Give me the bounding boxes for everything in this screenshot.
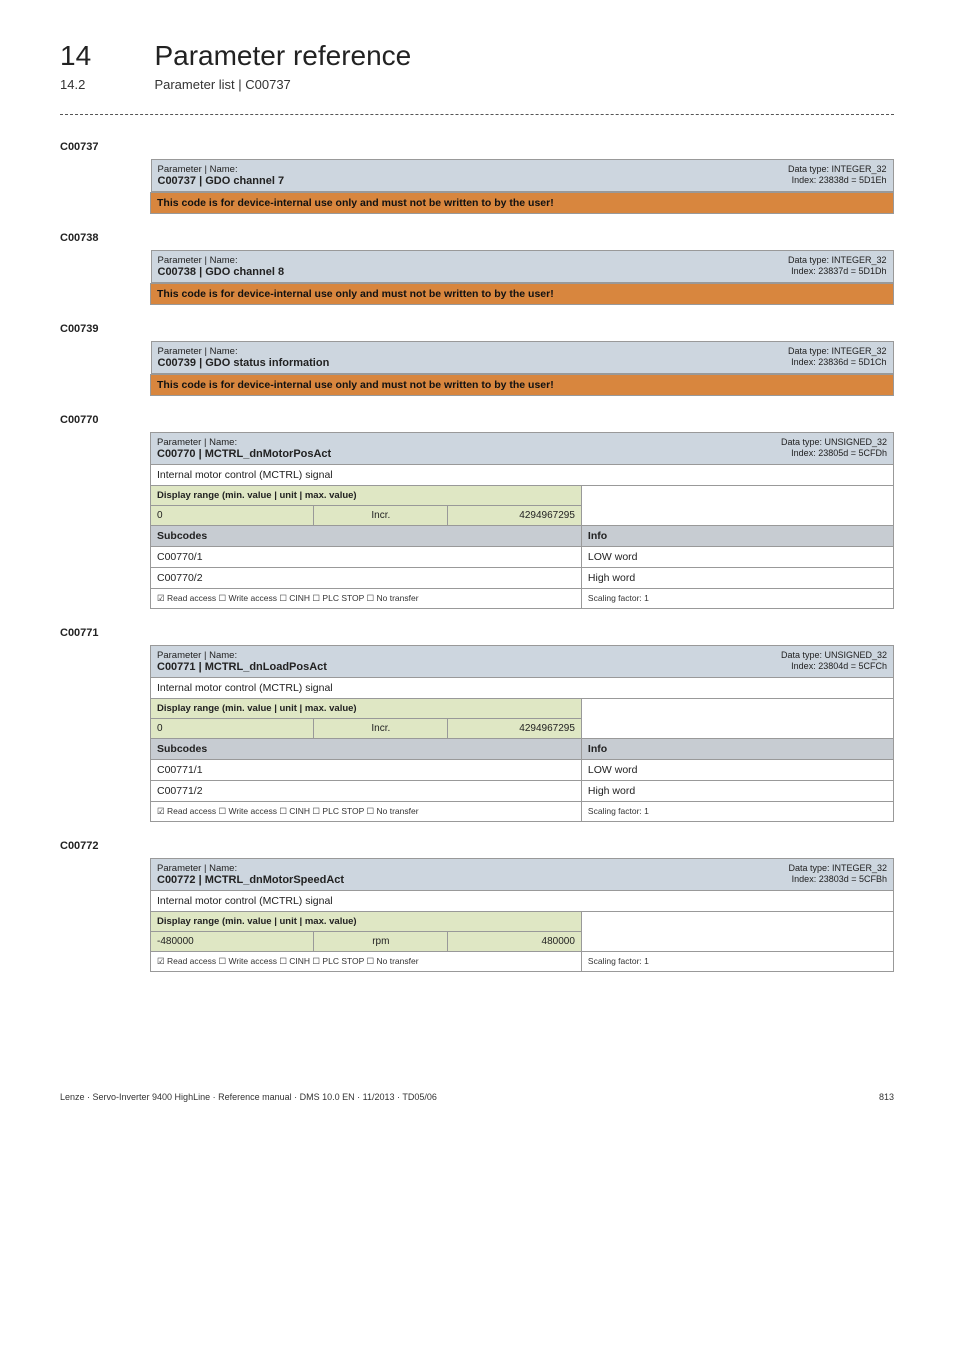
param-name-label: Parameter | Name: (157, 863, 237, 874)
description: Internal motor control (MCTRL) signal (151, 678, 894, 699)
subcode: C00770/2 (151, 568, 582, 589)
chapter-number: 14 (60, 40, 150, 72)
table-c00772: Parameter | Name: C00772 | MCTRL_dnMotor… (150, 858, 894, 972)
table-c00739: Parameter | Name: C00739 | GDO status in… (150, 341, 894, 396)
code-label-c00771: C00771 (60, 627, 894, 639)
table-row: C00771/1 LOW word (151, 760, 894, 781)
info-header: Info (581, 526, 893, 547)
divider (60, 114, 894, 115)
subcode-info: High word (581, 568, 893, 589)
index: Index: 23803d = 5CFBh (792, 874, 887, 884)
subcode-info: LOW word (581, 547, 893, 568)
chapter-title: Parameter reference (154, 40, 411, 71)
warning-text: This code is for device-internal use onl… (151, 284, 894, 305)
table-c00771: Parameter | Name: C00771 | MCTRL_dnLoadP… (150, 645, 894, 822)
warning-text: This code is for device-internal use onl… (151, 193, 894, 214)
description: Internal motor control (MCTRL) signal (151, 891, 894, 912)
datatype: Data type: UNSIGNED_32 (781, 650, 887, 660)
subcode: C00771/1 (151, 760, 582, 781)
param-name: C00737 | GDO channel 7 (158, 175, 285, 187)
range-max: 4294967295 (448, 506, 582, 526)
param-name-label: Parameter | Name: (158, 346, 238, 357)
datatype: Data type: INTEGER_32 (788, 863, 887, 873)
index: Index: 23837d = 5D1Dh (791, 266, 886, 276)
range-min: 0 (151, 719, 314, 739)
warning-text: This code is for device-internal use onl… (151, 375, 894, 396)
range-unit: rpm (314, 932, 448, 952)
section-title: Parameter list | C00737 (154, 77, 290, 92)
footer-left: Lenze · Servo-Inverter 9400 HighLine · R… (60, 1092, 437, 1102)
param-name: C00771 | MCTRL_dnLoadPosAct (157, 661, 327, 673)
datatype: Data type: UNSIGNED_32 (781, 437, 887, 447)
scaling-factor: Scaling factor: 1 (581, 802, 893, 822)
param-name-label: Parameter | Name: (157, 437, 237, 448)
access-flags: ☑ Read access ☐ Write access ☐ CINH ☐ PL… (151, 589, 582, 609)
param-name-label: Parameter | Name: (158, 164, 238, 175)
param-name-label: Parameter | Name: (157, 650, 237, 661)
code-label-c00737: C00737 (60, 141, 894, 153)
datatype: Data type: INTEGER_32 (788, 255, 887, 265)
datatype: Data type: INTEGER_32 (788, 346, 887, 356)
subcode-info: LOW word (581, 760, 893, 781)
subcode: C00770/1 (151, 547, 582, 568)
scaling-factor: Scaling factor: 1 (581, 952, 893, 972)
table-row: C00770/2 High word (151, 568, 894, 589)
table-row: C00770/1 LOW word (151, 547, 894, 568)
access-flags: ☑ Read access ☐ Write access ☐ CINH ☐ PL… (151, 802, 582, 822)
param-name: C00770 | MCTRL_dnMotorPosAct (157, 448, 331, 460)
range-unit: Incr. (314, 719, 448, 739)
index: Index: 23805d = 5CFDh (791, 448, 887, 458)
range-min: -480000 (151, 932, 314, 952)
param-name: C00772 | MCTRL_dnMotorSpeedAct (157, 874, 344, 886)
range-max: 480000 (448, 932, 582, 952)
page-header: 14 Parameter reference 14.2 Parameter li… (60, 40, 894, 94)
code-label-c00739: C00739 (60, 323, 894, 335)
subcodes-header: Subcodes (151, 739, 582, 760)
subcode: C00771/2 (151, 781, 582, 802)
range-label: Display range (min. value | unit | max. … (151, 699, 582, 719)
description: Internal motor control (MCTRL) signal (151, 465, 894, 486)
table-c00737: Parameter | Name: C00737 | GDO channel 7… (150, 159, 894, 214)
table-row: C00771/2 High word (151, 781, 894, 802)
index: Index: 23838d = 5D1Eh (792, 175, 887, 185)
range-unit: Incr. (314, 506, 448, 526)
table-c00770: Parameter | Name: C00770 | MCTRL_dnMotor… (150, 432, 894, 609)
range-min: 0 (151, 506, 314, 526)
datatype: Data type: INTEGER_32 (788, 164, 887, 174)
param-name: C00738 | GDO channel 8 (158, 266, 285, 278)
range-max: 4294967295 (448, 719, 582, 739)
table-c00738: Parameter | Name: C00738 | GDO channel 8… (150, 250, 894, 305)
code-label-c00772: C00772 (60, 840, 894, 852)
scaling-factor: Scaling factor: 1 (581, 589, 893, 609)
info-header: Info (581, 739, 893, 760)
param-name: C00739 | GDO status information (158, 357, 330, 369)
index: Index: 23836d = 5D1Ch (791, 357, 886, 367)
range-label: Display range (min. value | unit | max. … (151, 486, 582, 506)
footer-page-number: 813 (879, 1092, 894, 1102)
index: Index: 23804d = 5CFCh (791, 661, 887, 671)
range-label: Display range (min. value | unit | max. … (151, 912, 582, 932)
section-number: 14.2 (60, 77, 150, 92)
code-label-c00770: C00770 (60, 414, 894, 426)
access-flags: ☑ Read access ☐ Write access ☐ CINH ☐ PL… (151, 952, 582, 972)
subcode-info: High word (581, 781, 893, 802)
page-footer: Lenze · Servo-Inverter 9400 HighLine · R… (60, 1092, 894, 1102)
param-name-label: Parameter | Name: (158, 255, 238, 266)
code-label-c00738: C00738 (60, 232, 894, 244)
subcodes-header: Subcodes (151, 526, 582, 547)
